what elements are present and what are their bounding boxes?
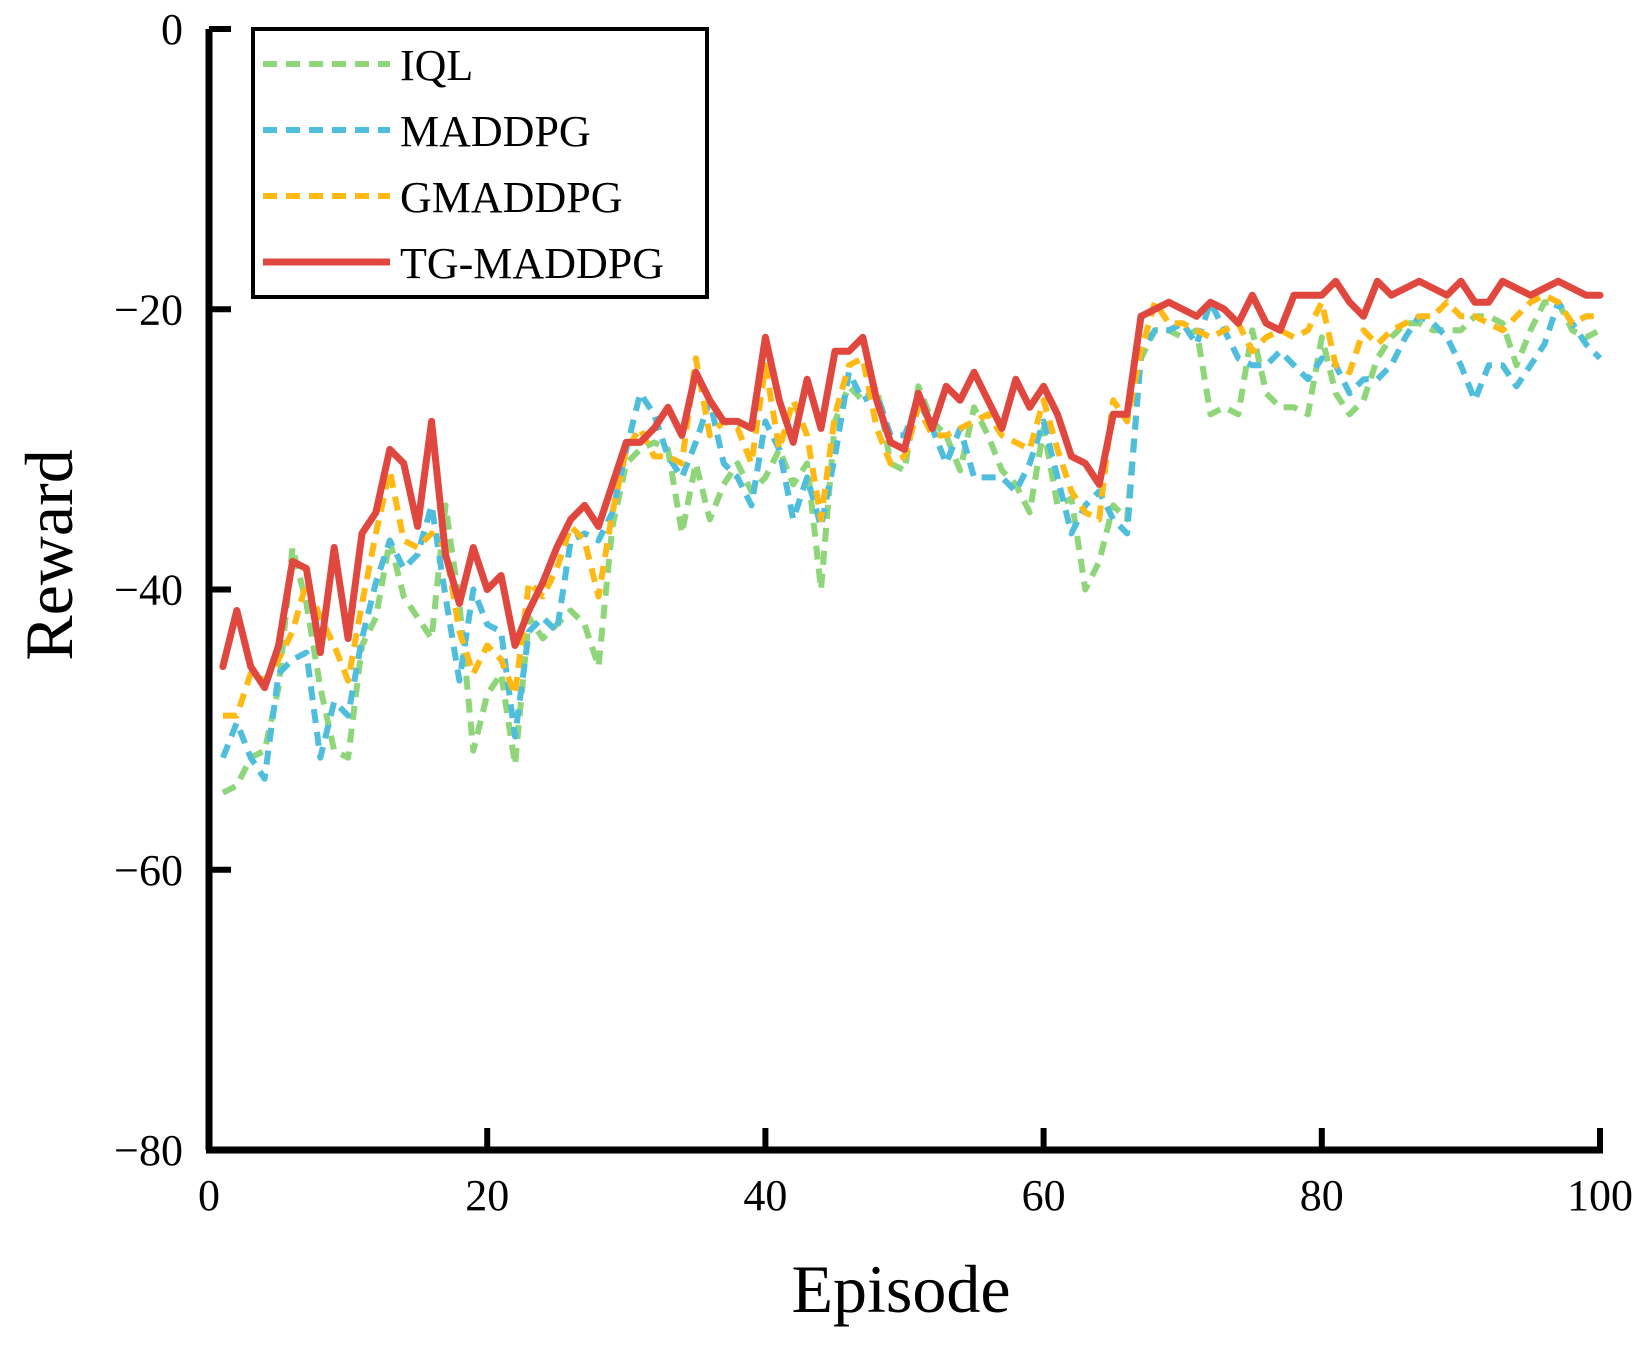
ticks-layer: 0 20 40 60 80 100 0 −20 −40 −60 −80	[114, 5, 1633, 1220]
y-tick-label: −40	[114, 566, 183, 615]
series-line-maddpg	[220, 299, 1603, 782]
y-tick-label: −60	[114, 846, 183, 895]
series-line-iql	[221, 299, 1602, 796]
legend-label-maddpg: MADDPG	[400, 107, 591, 156]
legend-label-iql: IQL	[400, 41, 473, 90]
x-tick-label: 0	[198, 1171, 220, 1220]
x-axis-title: Episode	[791, 1251, 1010, 1327]
x-tick-label: 60	[1022, 1171, 1066, 1220]
y-axis-title: Reward	[11, 449, 87, 660]
y-tick-label: −20	[114, 285, 183, 334]
y-tick-label: 0	[161, 5, 183, 54]
series-layer	[219, 277, 1604, 796]
x-tick-label: 80	[1300, 1171, 1344, 1220]
legend-label-tg-maddpg: TG-MADDPG	[400, 239, 664, 288]
legend-label-gmaddpg: GMADDPG	[400, 173, 622, 222]
x-tick-label: 40	[743, 1171, 787, 1220]
x-tick-label: 20	[465, 1171, 509, 1220]
legend-box	[251, 27, 709, 299]
y-tick-label: −80	[114, 1126, 183, 1175]
x-tick-label: 100	[1567, 1171, 1633, 1220]
legend: IQL MADDPG GMADDPG TG-MADDPG	[251, 27, 709, 299]
series-line-tg-maddpg	[219, 277, 1604, 692]
